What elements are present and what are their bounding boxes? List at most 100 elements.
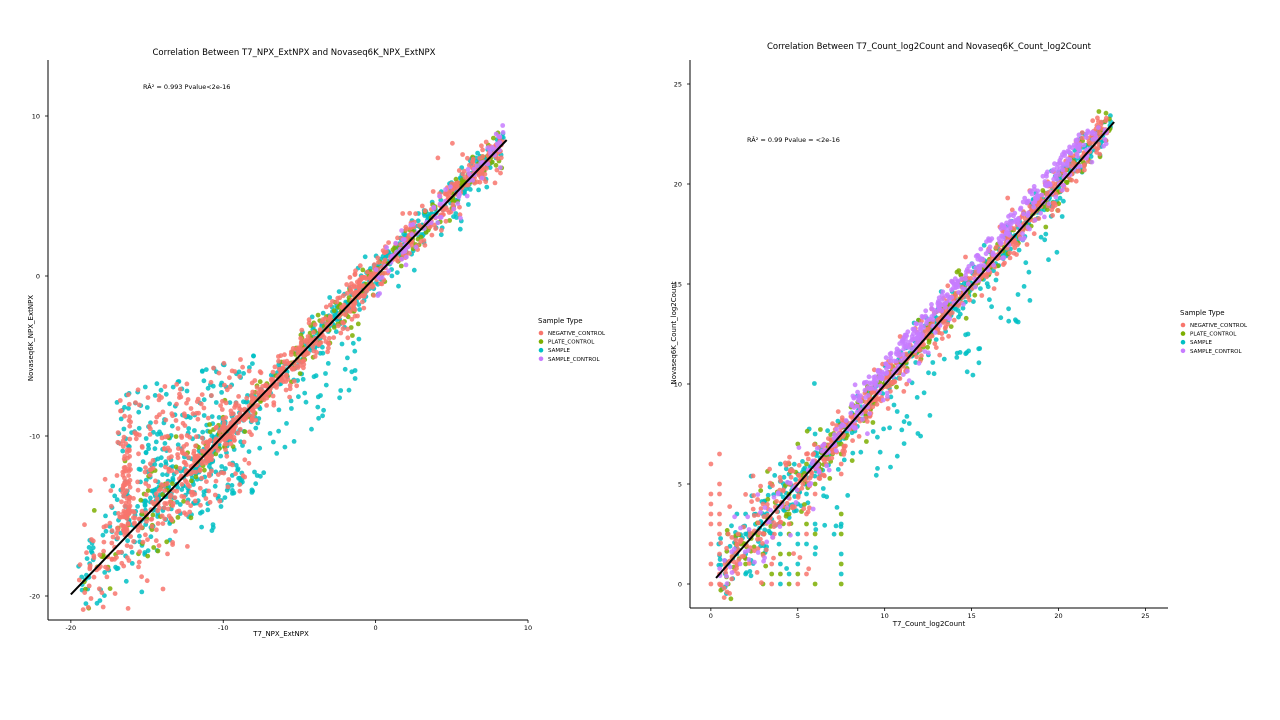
scatter-point [881, 426, 886, 432]
scatter-point [927, 413, 933, 418]
scatter-point [1008, 221, 1014, 227]
scatter-point [875, 434, 880, 440]
scatter-point [252, 469, 257, 475]
scatter-point [282, 444, 288, 450]
scatter-point [852, 395, 857, 400]
scatter-point [850, 438, 855, 443]
scatter-point [315, 312, 321, 318]
scatter-point [883, 361, 889, 367]
scatter-point [213, 436, 219, 442]
scatter-point [135, 528, 141, 533]
scatter-point [321, 407, 326, 413]
scatter-point [132, 520, 137, 526]
scatter-point [500, 123, 506, 128]
scatter-point [154, 414, 160, 420]
scatter-point [443, 187, 448, 192]
scatter-point [376, 259, 381, 265]
scatter-point [743, 571, 748, 577]
y-tick-label: 0 [678, 581, 682, 589]
scatter-point [201, 397, 207, 403]
scatter-point [194, 410, 199, 416]
scatter-point [883, 355, 889, 361]
scatter-point [158, 455, 164, 461]
scatter-point [729, 570, 735, 575]
scatter-point [175, 452, 181, 457]
scatter-point [238, 357, 243, 362]
scatter-point [1024, 200, 1030, 206]
scatter-point [735, 531, 741, 537]
scatter-point [1064, 161, 1070, 166]
scatter-point [336, 323, 341, 329]
scatter-point [191, 451, 197, 456]
scatter-point [302, 390, 308, 396]
scatter-point [1024, 242, 1030, 247]
scatter-point [201, 413, 207, 418]
scatter-point [239, 407, 245, 413]
scatter-point [1086, 139, 1092, 145]
scatter-point [86, 545, 92, 550]
scatter-point [325, 340, 331, 346]
scatter-point [344, 282, 350, 287]
scatter-point [485, 161, 491, 167]
scatter-point [133, 436, 139, 442]
scatter-point [728, 596, 734, 602]
scatter-point [1007, 250, 1013, 256]
scatter-point [833, 523, 839, 529]
scatter-point [848, 410, 854, 416]
scatter-point [439, 227, 444, 233]
scatter-point [729, 535, 735, 540]
scatter-point [874, 401, 880, 407]
scatter-point [752, 559, 757, 565]
scatter-point [793, 477, 798, 482]
scatter-point [179, 450, 185, 456]
scatter-point [877, 372, 883, 378]
scatter-point [1025, 213, 1031, 218]
scatter-point [356, 302, 362, 307]
scatter-point [382, 270, 387, 276]
scatter-point [258, 473, 263, 479]
scatter-point [456, 168, 462, 173]
scatter-point [932, 330, 938, 335]
scatter-point [984, 274, 989, 280]
scatter-point [241, 439, 247, 445]
scatter-point [101, 548, 106, 554]
scatter-point [863, 395, 868, 400]
scatter-point [804, 521, 809, 527]
x-ticks: -20 -10 0 10 [66, 620, 532, 632]
scatter-point [981, 242, 987, 248]
scatter-point [287, 386, 293, 392]
scatter-point [246, 460, 252, 466]
scatter-point [306, 320, 312, 326]
scatter-point [303, 399, 309, 405]
scatter-point [914, 354, 920, 360]
scatter-point [163, 391, 169, 397]
scatter-point [899, 338, 905, 344]
scatter-point [360, 293, 365, 299]
scatter-point [127, 414, 133, 420]
scatter-point [140, 459, 146, 465]
scatter-point [393, 240, 399, 246]
scatter-point [257, 369, 263, 375]
scatter-point [804, 531, 809, 537]
scatter-point [125, 521, 131, 526]
scatter-point [103, 513, 108, 519]
scatter-point [345, 335, 351, 341]
scatter-point [1027, 203, 1033, 209]
scatter-point [154, 381, 160, 387]
scatter-point [1103, 115, 1109, 121]
scatter-point [717, 521, 722, 527]
scatter-point [80, 607, 86, 612]
scatter-point [124, 555, 130, 560]
scatter-point [115, 525, 120, 531]
scatter-point [169, 517, 175, 523]
scatter-point [152, 446, 158, 452]
scatter-point [498, 165, 503, 171]
scatter-point [179, 493, 185, 499]
scatter-point [249, 380, 255, 386]
scatter-point [237, 426, 243, 432]
scatter-point [154, 496, 160, 501]
scatter-point [76, 577, 82, 583]
scatter-point [112, 493, 118, 499]
scatter-point [143, 532, 148, 538]
scatter-point [136, 564, 141, 570]
